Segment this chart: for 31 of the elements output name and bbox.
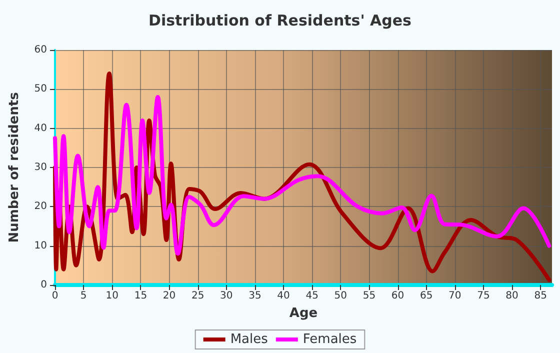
y-tick-label: 40 [34,122,47,134]
x-tick-label: 60 [391,290,404,302]
y-tick-label: 50 [34,84,47,95]
line-series [53,95,552,256]
x-tick-label: 85 [534,290,547,302]
y-tick-label: 0 [40,280,47,290]
y-tick-label: 60 [34,44,47,56]
y-tick-label: 30 [34,162,47,173]
x-tick-label: 35 [248,290,262,302]
y-tick-label: 10 [34,240,47,252]
y-tick-label: 20 [34,201,47,212]
y-axis-title: Number of residents [7,92,22,243]
x-axis-title: Age [289,306,318,321]
x-tick-label: 40 [277,290,290,302]
x-tick-label: 80 [506,290,518,302]
x-tick-label: 5 [80,290,87,302]
x-tick-label: 10 [106,290,118,302]
x-tick-label: 25 [191,290,204,302]
x-tick-label: 30 [220,290,233,302]
chart-title: Distribution of Residents' Ages [148,12,412,30]
x-tick-label: 50 [334,290,347,302]
x-tick-label: 0 [52,290,58,302]
x-tick-label: 75 [477,290,490,302]
x-tick-label: 70 [448,290,462,302]
legend-label: Females [302,332,357,347]
x-tick-label: 55 [362,290,376,302]
x-tick-label: 65 [420,290,433,302]
x-tick-label: 15 [134,290,148,302]
legend-label: Males [230,332,268,347]
x-tick-label: 20 [162,290,176,302]
x-tick-label: 45 [306,290,318,302]
